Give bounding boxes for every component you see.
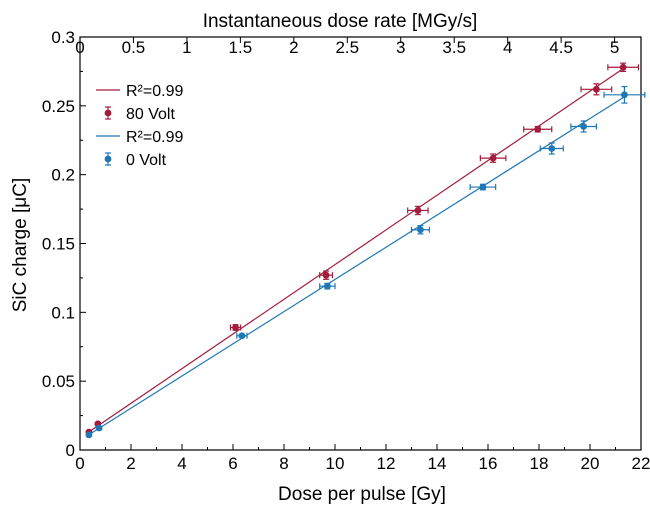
data-marker [534, 125, 542, 133]
data-marker [621, 91, 628, 99]
top-tick-label: 0 [75, 38, 84, 57]
data-point [523, 125, 553, 133]
fit-line [87, 68, 624, 434]
data-point [570, 120, 597, 133]
legend: R²=0.99 80 Volt R²=0.99 0 Volt [96, 83, 183, 169]
data-point [607, 62, 640, 73]
data-marker [489, 154, 497, 162]
legend-label: R²=0.99 [126, 129, 183, 146]
data-marker [323, 282, 331, 290]
data-point [479, 153, 507, 163]
x-axis-title: Dose per pulse [Gy] [278, 484, 446, 505]
data-marker [414, 207, 422, 214]
data-point [85, 431, 93, 439]
legend-item: R²=0.99 [96, 129, 183, 146]
data-point [319, 270, 334, 280]
data-marker [580, 123, 588, 130]
data-marker [238, 332, 246, 340]
y-tick-label: 0.2 [51, 166, 75, 185]
legend-label: 80 Volt [126, 106, 175, 123]
legend-marker-swatch [104, 155, 112, 163]
data-marker [592, 85, 600, 93]
top-tick-label: 1 [182, 38, 191, 57]
x-tick-label: 10 [326, 454, 345, 473]
data-point [580, 83, 613, 96]
data-point [236, 332, 248, 340]
data-marker [479, 183, 487, 191]
legend-item: R²=0.99 [96, 83, 183, 100]
top-tick-label: 1.5 [229, 38, 253, 57]
data-point [539, 142, 564, 155]
data-marker [417, 226, 424, 234]
data-marker [85, 431, 93, 439]
data-point [229, 324, 242, 331]
x-tick-label: 0 [75, 454, 84, 473]
data-point [94, 420, 102, 428]
legend-label: R²=0.99 [126, 83, 183, 100]
y-tick-label: 0.15 [42, 235, 75, 254]
data-point [319, 282, 336, 290]
y-tick-label: 0.1 [51, 303, 75, 322]
x-tick-label: 8 [279, 454, 288, 473]
top-tick-label: 4 [503, 38, 512, 57]
top-tick-label: 0.5 [122, 38, 146, 57]
fit-line [87, 97, 624, 437]
y-tick-label: 0.05 [42, 372, 75, 391]
top-tick-label: 2.5 [335, 38, 359, 57]
data-point [603, 85, 646, 104]
data-marker [95, 424, 103, 432]
top-tick-label: 3.5 [442, 38, 466, 57]
x-tick-label: 6 [228, 454, 237, 473]
legend-item: 80 Volt [104, 106, 175, 123]
x-tick-label: 18 [530, 454, 549, 473]
legend-marker-swatch [104, 109, 112, 117]
data-point [410, 225, 430, 235]
top-tick-label: 3 [396, 38, 405, 57]
x-tick-label: 12 [377, 454, 396, 473]
top-axis-title: Instantaneous dose rate [MGy/s] [203, 11, 478, 32]
x-tick-label: 16 [479, 454, 498, 473]
plot-area: 0 2 4 6 8 10 12 14 16 18 20 2200.050.10.150.20.250.… [42, 28, 650, 473]
y-tick-label: 0.3 [51, 28, 75, 47]
y-tick-label: 0.25 [42, 97, 75, 116]
data-marker [322, 271, 330, 279]
x-tick-label: 22 [632, 454, 650, 473]
top-tick-label: 2 [289, 38, 298, 57]
x-tick-label: 20 [581, 454, 600, 473]
data-point [407, 205, 429, 216]
x-tick-label: 4 [177, 454, 186, 473]
data-marker [232, 324, 239, 331]
x-tick-label: 2 [126, 454, 135, 473]
data-marker [548, 145, 556, 152]
legend-item: 0 Volt [104, 152, 167, 169]
x-tick-label: 14 [428, 454, 447, 473]
legend-label: 0 Volt [126, 152, 167, 169]
top-tick-label: 5 [610, 38, 619, 57]
top-tick-label: 4.5 [549, 38, 573, 57]
data-point [469, 183, 497, 191]
data-point [95, 424, 103, 432]
y-tick-label: 0 [66, 441, 75, 460]
data-marker [619, 63, 627, 71]
y-axis-title: SiC charge [μC] [10, 178, 31, 313]
